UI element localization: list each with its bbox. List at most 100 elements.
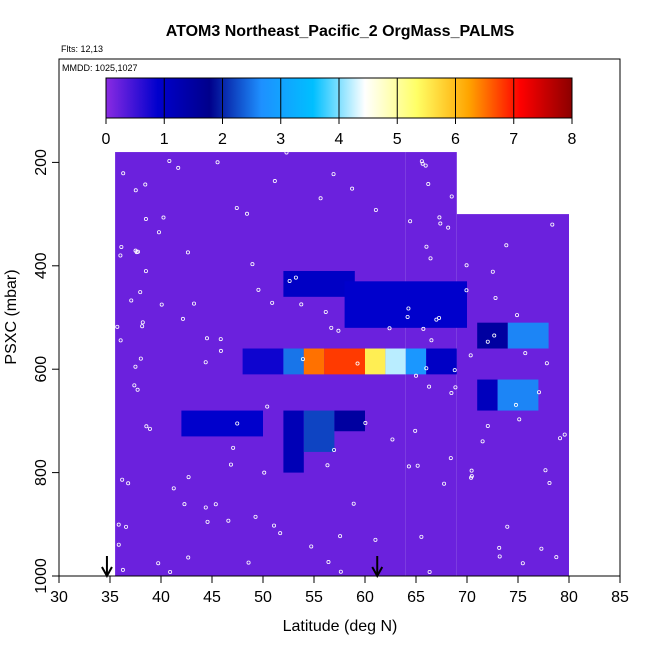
track-point (126, 481, 131, 486)
track-point (218, 348, 223, 353)
x-tick-label: 80 (560, 589, 578, 606)
heatmap-cell (344, 281, 467, 328)
track-point (124, 524, 129, 529)
colorbar-tick-label: 3 (276, 131, 285, 148)
track-point (480, 439, 485, 444)
track-point (390, 437, 395, 442)
heatmap-cell (283, 270, 355, 297)
track-point (355, 361, 360, 366)
track-point (135, 387, 140, 392)
track-point (299, 302, 304, 307)
track-point (215, 160, 220, 165)
x-tick-label: 65 (407, 589, 425, 606)
track-point (140, 324, 145, 329)
colorbar-tick-label: 6 (451, 131, 460, 148)
track-point (203, 505, 208, 510)
track-point (421, 326, 426, 331)
track-point (133, 188, 138, 193)
track-point (284, 150, 289, 155)
track-point (235, 421, 240, 426)
track-point (515, 313, 520, 318)
track-point (448, 456, 453, 461)
heatmap-cell (115, 152, 161, 576)
track-point (118, 253, 123, 258)
track-point (419, 159, 424, 164)
track-point (351, 501, 356, 506)
track-point (168, 570, 173, 575)
track-point (118, 338, 123, 343)
track-point (213, 502, 218, 507)
track-point (121, 171, 126, 176)
track-point (544, 361, 549, 366)
y-axis-label: PSXC (mbar) (3, 269, 20, 364)
x-tick-label: 70 (458, 589, 476, 606)
track-point (116, 542, 121, 547)
colorbar-ticks: 0 1 2 3 4 5 6 7 8 (102, 78, 577, 148)
x-tick-label: 60 (356, 589, 374, 606)
track-point (203, 360, 208, 365)
down-arrow (101, 556, 113, 579)
track-point (562, 432, 567, 437)
track-point (140, 320, 145, 325)
track-point (437, 315, 442, 320)
track-point (231, 445, 236, 450)
track-point (262, 470, 267, 475)
track-point (245, 211, 250, 216)
plot-frame (58, 58, 621, 577)
heatmap-cells (115, 152, 569, 576)
track-point (336, 328, 341, 333)
track-point (143, 217, 148, 222)
track-point (138, 290, 143, 295)
track-point (464, 263, 469, 268)
arrows (101, 556, 384, 579)
track-point (464, 288, 469, 293)
x-axis: 30 35 40 45 50 55 60 65 70 75 80 85 (50, 576, 629, 606)
track-point (350, 186, 355, 191)
track-point (167, 158, 172, 163)
y-axis: 200 400 600 800 1000 (33, 149, 59, 594)
track-point (413, 428, 418, 433)
track-point (427, 569, 432, 574)
colorbar-tick-label: 7 (509, 131, 518, 148)
heatmap-cell (242, 348, 284, 375)
heatmap-cell (426, 348, 457, 375)
x-tick-label: 40 (152, 589, 170, 606)
track-point (338, 569, 343, 574)
track-point (424, 244, 429, 249)
chart-title: ATOM3 Northeast_Pacific_2 OrgMass_PALMS (166, 23, 515, 40)
track-point (449, 194, 454, 199)
track-point (185, 250, 190, 255)
track-point (143, 269, 148, 274)
x-tick-label: 50 (254, 589, 272, 606)
track-point (468, 353, 473, 358)
track-point (115, 324, 120, 329)
track-point (469, 474, 474, 479)
track-point (329, 325, 334, 330)
track-point (120, 477, 125, 482)
track-point (373, 207, 378, 212)
track-point (253, 514, 258, 519)
track-point (442, 481, 447, 486)
track-point (186, 555, 191, 560)
track-point (554, 555, 559, 560)
track-point (250, 262, 255, 267)
colorbar-tick-label: 8 (568, 131, 577, 148)
track-point (134, 250, 139, 255)
track-point (161, 215, 166, 220)
x-axis-label: Latitude (deg N) (283, 618, 398, 635)
heatmap-cell (365, 348, 386, 375)
track-point (406, 464, 411, 469)
colorbar-tick-label: 0 (102, 131, 111, 148)
track-point (539, 546, 544, 551)
track-point (504, 243, 509, 248)
track-point (144, 424, 149, 429)
track-point (234, 205, 239, 210)
colorbar-tick-label: 2 (218, 131, 227, 148)
down-arrow (371, 556, 384, 579)
track-point (408, 219, 413, 224)
track-point (428, 256, 433, 261)
colorbar-tick-label: 4 (335, 131, 344, 148)
track-point (423, 163, 428, 168)
track-point (218, 337, 223, 342)
